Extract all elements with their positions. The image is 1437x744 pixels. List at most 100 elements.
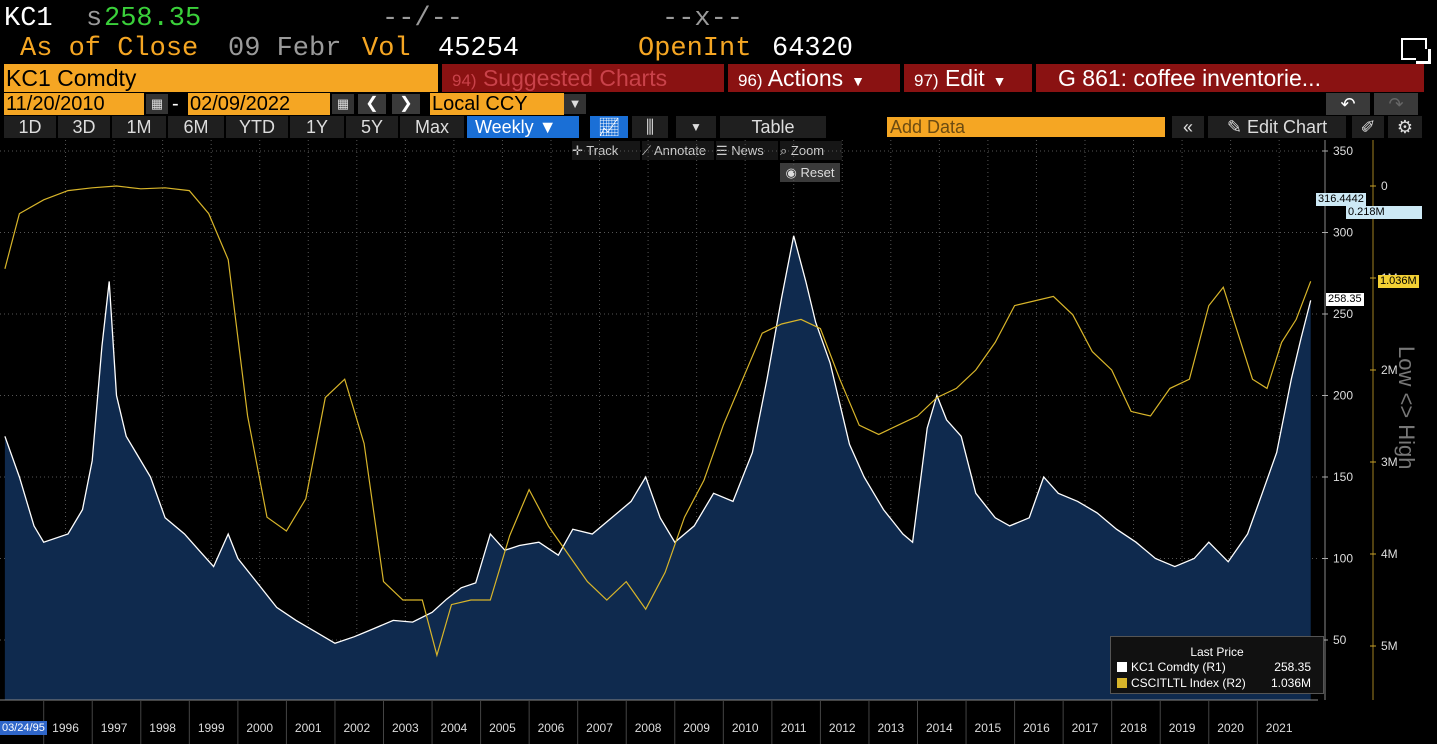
tick-label-x: 2021 <box>1266 721 1293 735</box>
reset-button[interactable]: ◉ Reset <box>780 163 840 182</box>
tick-label-r1: 350 <box>1333 144 1353 158</box>
next-arrow-icon[interactable]: ❯ <box>392 94 420 114</box>
actions-button[interactable]: 96) Actions ▼ <box>728 64 900 92</box>
redo-icon[interactable]: ↷ <box>1374 93 1418 115</box>
edit-label: Edit <box>944 65 985 91</box>
tick-label-r1: 150 <box>1333 470 1353 484</box>
tick-label-x: 2015 <box>975 721 1002 735</box>
date-separator: - <box>172 93 179 115</box>
tick-label-x: 1999 <box>198 721 225 735</box>
share-icon[interactable] <box>1401 38 1431 64</box>
search-icon: ⌕ <box>780 143 791 158</box>
period-ytd[interactable]: YTD <box>226 116 288 138</box>
tick-label-x: 2007 <box>586 721 613 735</box>
edit-chart-button[interactable]: ✎ Edit Chart <box>1208 116 1346 138</box>
tick-label-r1: 100 <box>1333 552 1353 566</box>
period-max[interactable]: Max <box>400 116 464 138</box>
legend-item: CSCITLTL Index (R2) 1.036M <box>1111 675 1323 691</box>
track-tool[interactable]: ✛ Track <box>572 141 640 160</box>
currency-select[interactable]: Local CCY <box>430 93 564 115</box>
as-of-label: As of Close <box>20 34 199 64</box>
chevron-down-icon: ▼ <box>538 117 557 137</box>
chevron-down-icon[interactable]: ▼ <box>564 94 586 114</box>
legend-value: 1.036M <box>1270 676 1311 690</box>
tick-label-r2: 0 <box>1381 179 1388 193</box>
tick-label-r1: 250 <box>1333 307 1353 321</box>
pencil-icon: ✎ <box>1226 117 1243 137</box>
period-1m[interactable]: 1M <box>112 116 166 138</box>
chevron-down-icon: ▼ <box>992 73 1007 89</box>
calendar-icon[interactable]: ▦ <box>332 94 354 114</box>
period-1y[interactable]: 1Y <box>290 116 344 138</box>
zoom-tool[interactable]: ⌕ Zoom <box>780 141 842 160</box>
tick-label-x: 2019 <box>1169 721 1196 735</box>
tick-label-x: 2003 <box>392 721 419 735</box>
tick-label-x: 2006 <box>538 721 565 735</box>
tick-label-x: 2008 <box>635 721 662 735</box>
tick-label-x: 2013 <box>877 721 904 735</box>
annotate-icon: ⟋ <box>642 143 654 158</box>
edit-num: 97) <box>914 71 939 90</box>
security-field[interactable]: KC1 Comdty <box>4 64 438 92</box>
price-last-badge: 258.35 <box>1326 293 1364 306</box>
tick-label-r1: 50 <box>1333 633 1347 647</box>
bar-chart-icon[interactable]: ⫼ <box>632 116 668 138</box>
suggested-num: 94) <box>452 71 477 90</box>
news-tool[interactable]: ☰ News <box>716 141 778 160</box>
legend-name: CSCITLTL Index (R2) <box>1131 676 1246 690</box>
legend-swatch <box>1117 662 1127 672</box>
tick-label-x: 2005 <box>489 721 516 735</box>
calendar-icon[interactable]: ▦ <box>146 94 168 114</box>
period-6m[interactable]: 6M <box>168 116 224 138</box>
add-data-input[interactable]: Add Data <box>887 117 1165 137</box>
tick-label-x: 2016 <box>1023 721 1050 735</box>
day-range: --x-- <box>662 4 744 34</box>
crosshair-icon: ✛ <box>572 143 587 158</box>
period-3d[interactable]: 3D <box>58 116 110 138</box>
tick-label-x: 2010 <box>732 721 759 735</box>
news-label: News <box>731 143 764 158</box>
tick-label-x: 1998 <box>149 721 176 735</box>
price-prefix: s <box>86 4 103 34</box>
edit-button[interactable]: 97) Edit ▼ <box>904 64 1032 92</box>
index-last-badge: 1.036M <box>1378 275 1419 288</box>
tick-label-x: 1997 <box>101 721 128 735</box>
price-line <box>4 235 1312 645</box>
volume-badge: 0.218M <box>1346 206 1422 219</box>
collapse-icon[interactable]: « <box>1172 116 1204 138</box>
volume-value: 45254 <box>438 34 520 64</box>
line-chart-icon[interactable]: 📈︎ <box>590 116 628 138</box>
tick-label-x: 2009 <box>683 721 710 735</box>
legend: Last Price KC1 Comdty (R1) 258.35 CSCITL… <box>1110 636 1324 694</box>
frequency-select[interactable]: Weekly ▼ <box>467 116 579 138</box>
suggested-label: Suggested Charts <box>482 65 668 91</box>
tick-label-r1: 300 <box>1333 226 1353 240</box>
start-date-input[interactable]: 11/20/2010 <box>4 93 144 115</box>
legend-name: KC1 Comdty (R1) <box>1131 660 1226 674</box>
chart-title[interactable]: G 861: coffee inventorie... <box>1036 64 1424 92</box>
tick-label-x: 2002 <box>343 721 370 735</box>
end-date-input[interactable]: 02/09/2022 <box>188 93 330 115</box>
tick-label-x: 2001 <box>295 721 322 735</box>
start-date-label: 03/24/95 <box>0 721 47 735</box>
reset-label: Reset <box>800 165 835 180</box>
volume-label: Vol <box>362 34 411 64</box>
tick-label-x: 2012 <box>829 721 856 735</box>
tick-label-r2: 4M <box>1381 547 1398 561</box>
suggested-charts-button[interactable]: 94) Suggested Charts <box>442 64 724 92</box>
openint-label: OpenInt <box>638 34 752 64</box>
prev-arrow-icon[interactable]: ❮ <box>358 94 386 114</box>
as-of-date: 09 Febr <box>228 34 341 64</box>
chevron-down-icon[interactable]: ▼ <box>676 116 716 138</box>
legend-value: 258.35 <box>1274 660 1311 674</box>
annotate-icon[interactable]: ✐ <box>1352 116 1384 138</box>
undo-icon[interactable]: ↶ <box>1326 93 1370 115</box>
tick-label-x: 2020 <box>1217 721 1244 735</box>
period-1d[interactable]: 1D <box>4 116 56 138</box>
price-chart[interactable]: 5010015020025030035001M2M3M4M5MLow <> Hi… <box>0 140 1437 744</box>
legend-swatch <box>1117 678 1127 688</box>
net-change: --/-- <box>382 4 464 34</box>
gear-icon[interactable]: ⚙ <box>1388 116 1422 138</box>
period-5y[interactable]: 5Y <box>346 116 398 138</box>
table-button[interactable]: Table <box>720 116 826 138</box>
